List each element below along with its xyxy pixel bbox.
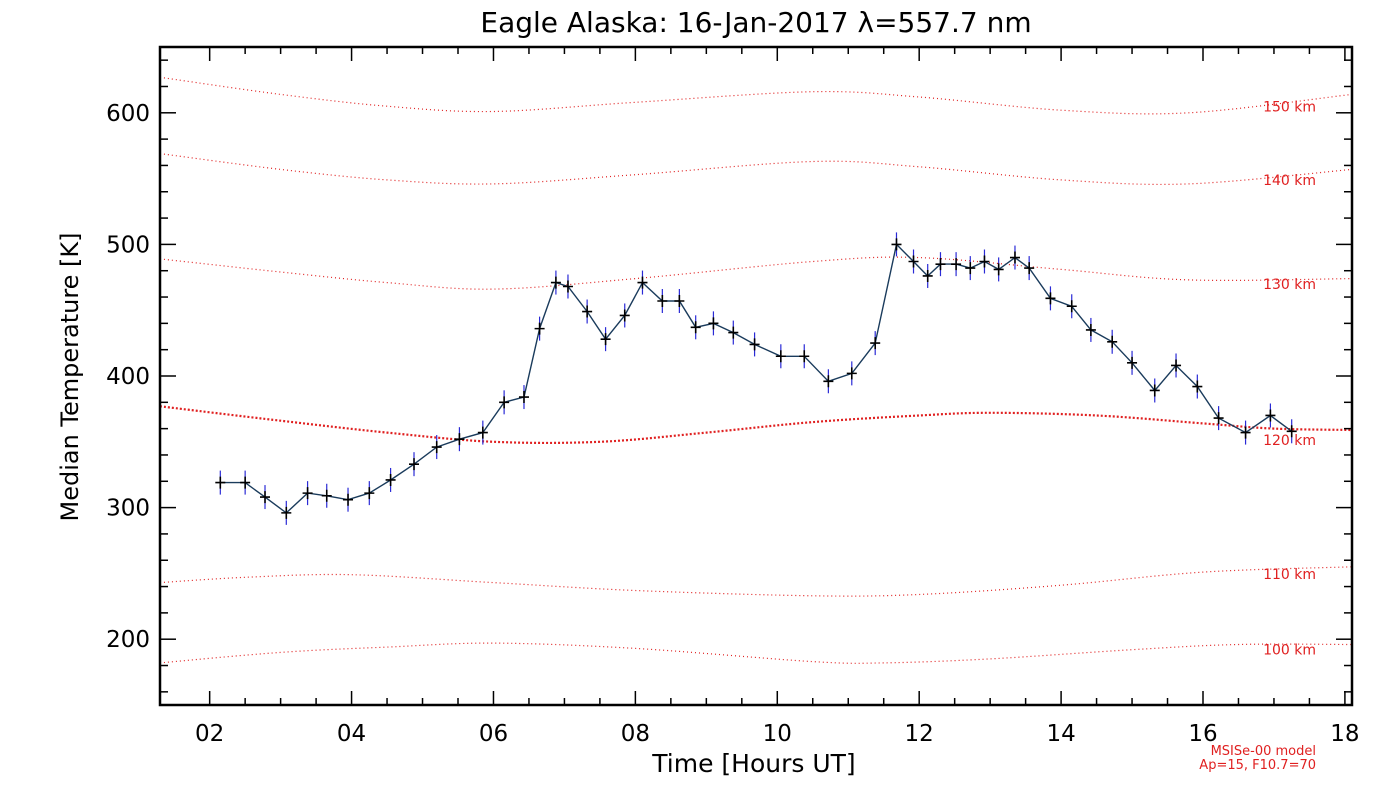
data-point [582, 305, 593, 318]
x-tick-label: 12 [905, 721, 934, 747]
model-curve-150-km [160, 76, 1352, 115]
data-point [891, 238, 902, 251]
data-point [870, 337, 881, 350]
model-curve-100-km [160, 642, 1352, 664]
data-point [846, 367, 857, 380]
temperature-line [220, 242, 1293, 514]
data-point [1286, 425, 1297, 438]
x-tick-label: 10 [763, 721, 792, 747]
x-tick-label: 16 [1188, 721, 1217, 747]
model-curve-label: 140 km [1263, 173, 1316, 189]
x-axis-label: Time [Hours UT] [651, 749, 855, 778]
data-point [1066, 300, 1077, 313]
data-point [993, 263, 1004, 276]
model-curve-label: 120 km [1263, 433, 1316, 449]
data-point [1024, 262, 1035, 275]
model-curve-label: 110 km [1263, 567, 1316, 583]
data-point [1045, 292, 1056, 305]
model-curve-130-km [160, 256, 1352, 290]
data-point [935, 258, 946, 271]
data-point [749, 338, 760, 351]
data-point [1149, 384, 1160, 397]
data-point [1107, 335, 1118, 348]
data-point [1192, 380, 1203, 393]
data-point [922, 269, 933, 282]
data-point [281, 506, 292, 519]
data-point [908, 255, 919, 268]
data-point [708, 317, 719, 330]
plot-frame [158, 45, 1354, 707]
data-point [799, 350, 810, 363]
data-point [600, 333, 611, 346]
data-point [1171, 359, 1182, 372]
data-point [499, 396, 510, 409]
chart-title: Eagle Alaska: 16-Jan-2017 λ=557.7 nm [480, 6, 1031, 39]
data-point [302, 487, 313, 500]
data-point [409, 458, 420, 471]
model-curve-110-km [160, 566, 1352, 597]
data-point [1240, 426, 1251, 439]
data-point [534, 322, 545, 335]
data-point [637, 276, 648, 289]
model-curve-label: 100 km [1263, 643, 1316, 659]
x-tick-label: 08 [621, 721, 650, 747]
y-tick-label: 600 [106, 101, 150, 127]
data-point [979, 255, 990, 268]
y-tick-label: 500 [106, 232, 150, 258]
y-axis-label: Median Temperature [K] [56, 232, 84, 521]
x-tick-label: 02 [195, 721, 224, 747]
y-tick-label: 200 [106, 627, 150, 653]
data-point [215, 476, 226, 489]
data-point [1127, 356, 1138, 369]
data-point [454, 433, 465, 446]
data-point [240, 476, 251, 489]
y-tick-label: 400 [106, 364, 150, 390]
data-point [674, 294, 685, 307]
data-point [657, 294, 668, 307]
model-note-line-1: MSISe-00 model [1211, 744, 1316, 759]
y-tick-label: 300 [106, 496, 150, 522]
x-tick-label: 06 [479, 721, 508, 747]
data-point [965, 262, 976, 275]
x-tick-label: 18 [1330, 721, 1359, 747]
data-point [550, 276, 561, 289]
data-point [385, 473, 396, 486]
data-point [431, 441, 442, 454]
data-point [1265, 409, 1276, 422]
data-point [619, 309, 630, 322]
data-point [823, 375, 834, 388]
model-note-line-2: Ap=15, F10.7=70 [1199, 758, 1316, 773]
data-point [562, 280, 573, 293]
data-point [775, 350, 786, 363]
data-point [728, 326, 739, 339]
data-point [343, 493, 354, 506]
data-point [477, 426, 488, 439]
data-point [1213, 412, 1224, 425]
data-point [364, 487, 375, 500]
x-tick-label: 04 [337, 721, 366, 747]
data-point [1009, 251, 1020, 264]
data-point [690, 321, 701, 334]
data-point [518, 391, 529, 404]
data-point [321, 489, 332, 502]
plot-area: 150 km 140 km 130 km 120 km 110 km 100 km 02 04… [106, 45, 1360, 747]
model-curve-120-km [160, 405, 1352, 445]
data-point [260, 491, 271, 504]
model-curve-140-km [160, 153, 1352, 185]
model-curve-label: 150 km [1263, 100, 1316, 116]
data-point [1085, 323, 1096, 336]
x-tick-label: 14 [1046, 721, 1075, 747]
data-point [951, 258, 962, 271]
model-curve-label: 130 km [1263, 277, 1316, 293]
